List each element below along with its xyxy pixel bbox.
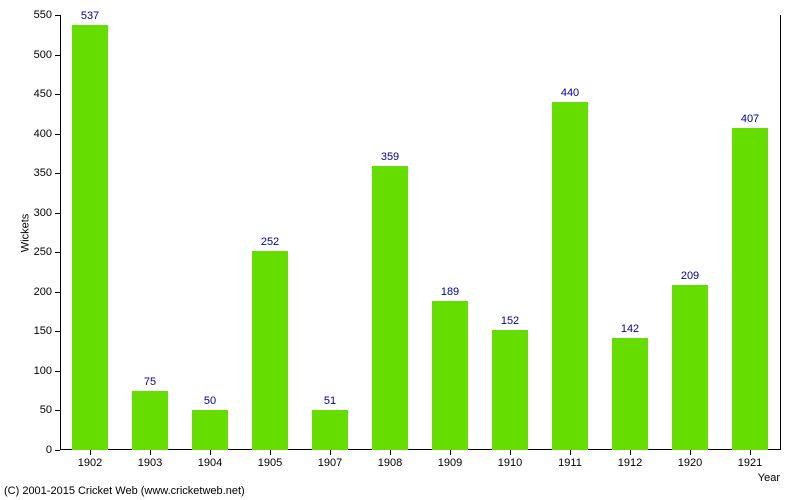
y-tick-line — [55, 173, 60, 174]
bar-value-label: 359 — [381, 151, 399, 163]
y-tick-line — [55, 94, 60, 95]
x-axis-label: Year — [758, 472, 780, 484]
bar-value-label: 252 — [261, 236, 279, 248]
x-tick-line — [510, 450, 511, 455]
y-tick-label: 400 — [0, 128, 52, 140]
x-tick-line — [630, 450, 631, 455]
bar — [552, 102, 589, 450]
wickets-bar-chart: 050100150200250300350400450500550 190219… — [0, 0, 800, 500]
bar — [732, 128, 769, 450]
bar-value-label: 189 — [441, 286, 459, 298]
y-tick-line — [55, 410, 60, 411]
bar — [252, 251, 289, 450]
bar-value-label: 51 — [324, 395, 336, 407]
x-tick-line — [390, 450, 391, 455]
y-axis-label: Wickets — [19, 213, 31, 252]
bar — [672, 285, 709, 450]
y-tick-line — [55, 450, 60, 451]
x-tick-label: 1903 — [138, 457, 162, 469]
x-tick-label: 1907 — [318, 457, 342, 469]
bar — [372, 166, 409, 450]
y-tick-line — [55, 213, 60, 214]
bar-value-label: 142 — [621, 323, 639, 335]
x-tick-label: 1905 — [258, 457, 282, 469]
x-tick-line — [90, 450, 91, 455]
bar — [132, 391, 169, 450]
x-tick-label: 1908 — [378, 457, 402, 469]
y-tick-label: 150 — [0, 325, 52, 337]
x-tick-line — [330, 450, 331, 455]
y-tick-label: 0 — [0, 444, 52, 456]
y-tick-line — [55, 252, 60, 253]
bar — [492, 330, 529, 450]
x-tick-line — [570, 450, 571, 455]
x-tick-line — [150, 450, 151, 455]
bar-value-label: 209 — [681, 270, 699, 282]
bar — [192, 410, 229, 450]
bar — [612, 338, 649, 450]
bar — [72, 25, 109, 450]
bar — [312, 410, 349, 450]
y-tick-line — [55, 292, 60, 293]
x-tick-label: 1912 — [618, 457, 642, 469]
y-tick-label: 50 — [0, 404, 52, 416]
x-tick-label: 1921 — [738, 457, 762, 469]
bar-value-label: 152 — [501, 315, 519, 327]
y-tick-line — [55, 331, 60, 332]
bar — [432, 301, 469, 450]
y-tick-line — [55, 55, 60, 56]
x-tick-line — [690, 450, 691, 455]
y-tick-label: 500 — [0, 49, 52, 61]
copyright-text: (C) 2001-2015 Cricket Web (www.cricketwe… — [4, 485, 245, 497]
x-tick-line — [450, 450, 451, 455]
x-tick-line — [270, 450, 271, 455]
x-tick-line — [750, 450, 751, 455]
y-tick-label: 350 — [0, 167, 52, 179]
x-tick-line — [210, 450, 211, 455]
x-tick-label: 1904 — [198, 457, 222, 469]
y-tick-label: 550 — [0, 9, 52, 21]
y-tick-line — [55, 15, 60, 16]
y-tick-line — [55, 371, 60, 372]
bar-value-label: 440 — [561, 87, 579, 99]
bar-value-label: 50 — [204, 395, 216, 407]
y-tick-label: 200 — [0, 286, 52, 298]
y-tick-label: 450 — [0, 88, 52, 100]
x-tick-label: 1920 — [678, 457, 702, 469]
y-tick-line — [55, 134, 60, 135]
bar-value-label: 75 — [144, 376, 156, 388]
bar-value-label: 407 — [741, 113, 759, 125]
y-tick-label: 100 — [0, 365, 52, 377]
right-axis-line — [780, 15, 781, 450]
x-tick-label: 1910 — [498, 457, 522, 469]
x-tick-label: 1902 — [78, 457, 102, 469]
bar-value-label: 537 — [81, 10, 99, 22]
x-tick-label: 1911 — [558, 457, 582, 469]
x-tick-label: 1909 — [438, 457, 462, 469]
